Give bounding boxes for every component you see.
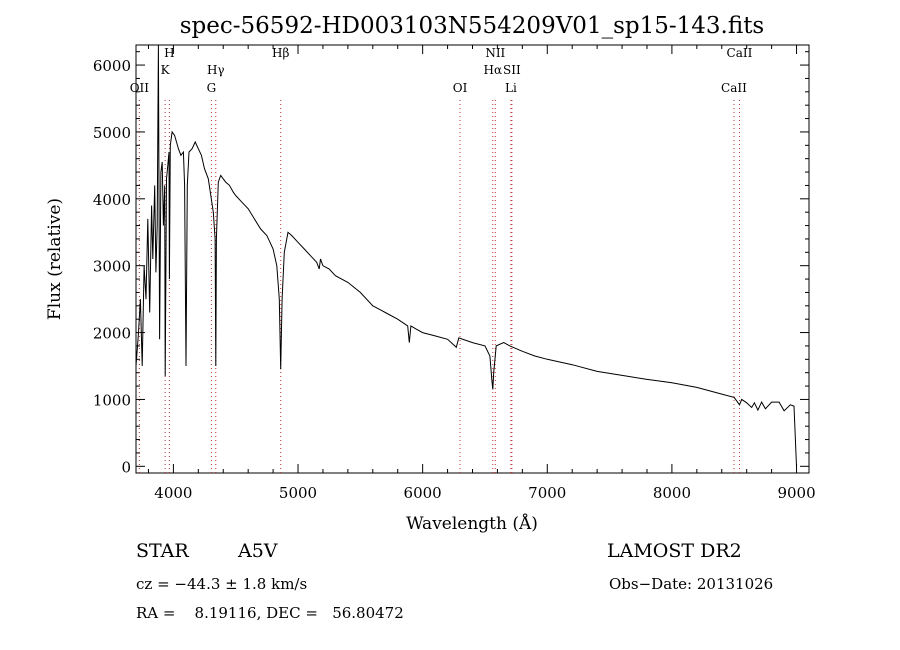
y-tick-label: 4000 bbox=[93, 191, 131, 209]
x-tick-label: 4000 bbox=[154, 484, 192, 502]
object-class: STAR bbox=[136, 540, 189, 562]
spectral-line-label: NII bbox=[485, 46, 505, 60]
spectral-line-label: SII bbox=[503, 63, 521, 77]
spectrum-line bbox=[135, 44, 797, 467]
y-tick-label: 5000 bbox=[93, 124, 131, 142]
y-tick-label: 1000 bbox=[93, 391, 131, 409]
ra-dec-coordinates: RA = 8.19116, DEC = 56.80472 bbox=[136, 604, 404, 622]
x-tick-label: 5000 bbox=[279, 484, 317, 502]
spectral-line-label: K bbox=[161, 63, 171, 77]
observation-date: Obs−Date: 20131026 bbox=[609, 575, 774, 593]
axes: 4000 5000 6000 7000 8000 9000 0 1000 2000 3000 400… bbox=[93, 45, 816, 502]
spectral-line-label: OII bbox=[130, 81, 150, 95]
spectral-line-label: Li bbox=[505, 81, 517, 95]
plot-frame bbox=[135, 44, 810, 474]
y-tick-label: 0 bbox=[121, 458, 131, 476]
spectral-line-label: CaII bbox=[727, 46, 753, 60]
chart-title: spec-56592-HD003103N554209V01_sp15-143.f… bbox=[180, 13, 765, 39]
spectral-line-label: OI bbox=[453, 81, 468, 95]
spectral-line-label: Hγ bbox=[207, 63, 225, 77]
x-axis-label: Wavelength (Å) bbox=[406, 513, 538, 534]
x-tick-label: 8000 bbox=[653, 484, 691, 502]
redshift-cz: cz = −44.3 ± 1.8 km/s bbox=[136, 575, 308, 593]
spectral-line-label: G bbox=[207, 81, 217, 95]
spectral-line-label: Hα bbox=[484, 63, 503, 77]
y-tick-label: 3000 bbox=[93, 258, 131, 276]
survey-name: LAMOST DR2 bbox=[607, 540, 742, 562]
spectral-line-label: Hβ bbox=[272, 46, 289, 60]
y-axis-label: Flux (relative) bbox=[45, 198, 65, 320]
spectral-line-label: H bbox=[164, 46, 174, 60]
x-tick-label: 9000 bbox=[777, 484, 815, 502]
x-tick-label: 6000 bbox=[404, 484, 442, 502]
y-tick-label: 6000 bbox=[93, 57, 131, 75]
spectral-line-label: CaII bbox=[721, 81, 747, 95]
y-tick-label: 2000 bbox=[93, 325, 131, 343]
object-subclass: A5V bbox=[238, 540, 278, 562]
x-tick-label: 7000 bbox=[528, 484, 566, 502]
